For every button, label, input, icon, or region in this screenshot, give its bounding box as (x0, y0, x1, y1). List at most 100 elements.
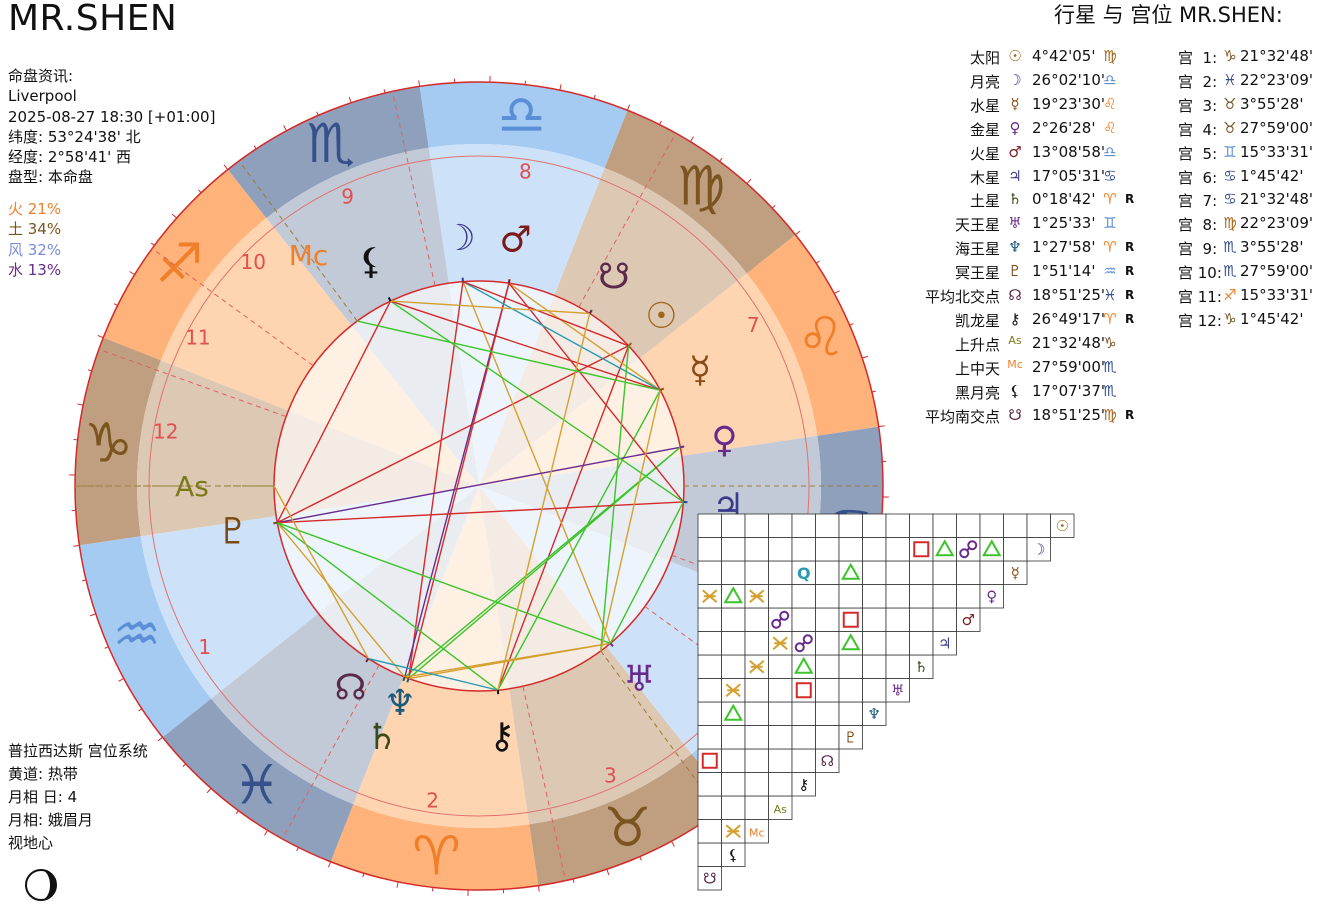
grid-cell (909, 513, 934, 538)
zodiac-sign-icon: ♋ (1223, 190, 1237, 209)
grid-body-glyph-icon: ♄ (915, 658, 928, 676)
grid-cell (791, 678, 816, 703)
planet-position: 27°59'00' (1032, 357, 1106, 376)
grid-cell (885, 560, 910, 585)
degree-tick (606, 869, 610, 876)
house-position: 1°45'42' (1240, 309, 1304, 328)
grid-body-glyph-icon: ♆ (868, 705, 881, 723)
house-row: 宫 3: ♉ 3°55'28' (1178, 95, 1317, 119)
planet-glyph-icon: ♄ (1008, 190, 1022, 209)
degree-tick (327, 861, 332, 868)
house-band-sector (266, 147, 449, 326)
planet-row: 上升点 As 21°32'48' ♑ (900, 334, 1180, 358)
grid-cell (791, 725, 816, 750)
aspect-square-icon (701, 752, 718, 769)
house-band-sector (639, 273, 818, 456)
planet-marker (273, 521, 278, 525)
grid-cell (697, 678, 722, 703)
degree-tick (118, 678, 125, 682)
zodiac-sign-icon: ♊ (1223, 142, 1237, 161)
grid-cell (909, 584, 934, 609)
grid-body-glyph-icon: ☽ (1032, 540, 1045, 558)
grid-cell (721, 725, 746, 750)
planet-row: 上中天 Mc 27°59'00' ♏ (900, 358, 1180, 382)
retrograde-marker: R (1125, 240, 1135, 255)
planet-name: 平均南交点 (924, 407, 1000, 426)
planet-position: 17°05'31' (1032, 166, 1106, 185)
aspect-line (497, 345, 630, 691)
zodiac-sign-icon: ♊ (1103, 214, 1117, 233)
planet-row: 月亮 ☽ 26°02'10' ♎ (900, 71, 1180, 95)
planet-position: 17°07'37' (1032, 381, 1106, 400)
house-band-sector (353, 676, 530, 828)
zodiac-band-sector (227, 86, 429, 219)
info-heading: 命盘资讯: (8, 67, 74, 85)
info-latitude: 纬度: 53°24'38' 北 (8, 127, 141, 146)
degree-tick (572, 878, 575, 883)
grid-cell (862, 537, 887, 562)
house-label: 宫 8: (1178, 216, 1218, 235)
degree-tick (362, 873, 365, 878)
zodiac-sign-icon: ♓ (1223, 70, 1237, 89)
grid-body-glyph-icon: ♀ (986, 587, 997, 605)
grid-cell (932, 584, 957, 609)
element-percent: 水 13% (8, 260, 62, 279)
grid-cell (838, 607, 863, 632)
grid-cell (862, 560, 887, 585)
planet-name: 火星 (969, 144, 1000, 163)
planet-name: 水星 (969, 96, 1000, 115)
aspect-line (276, 522, 499, 691)
zodiac-sign-icon: ♑ (1103, 333, 1117, 352)
aspect-line (276, 522, 406, 678)
planet-glyph-icon: ♅ (1008, 214, 1022, 233)
zodiac-band-sector (604, 110, 796, 274)
degree-tick (537, 885, 540, 892)
degree-tick (157, 736, 163, 742)
degree-tick (719, 157, 723, 162)
grid-cell (697, 654, 722, 679)
zodiac-sign-icon: ♍ (1223, 214, 1237, 233)
grid-cell (744, 560, 769, 585)
retrograde-marker: R (1125, 311, 1135, 326)
grid-cell (744, 772, 769, 797)
planet-glyph-icon: ☉ (1008, 47, 1022, 65)
aspect-line (497, 389, 661, 691)
house-label: 宫 11: (1178, 288, 1222, 306)
house-cusp-line (281, 664, 380, 840)
grid-cell (862, 513, 887, 538)
retrograde-marker: R (1125, 407, 1135, 422)
moon-phase-text: 月相: 娥眉月 (8, 811, 93, 829)
planet-name: 凯龙星 (954, 311, 1000, 330)
zodiac-band-sector (529, 753, 731, 886)
degree-tick (593, 94, 596, 99)
degree-tick (639, 856, 642, 861)
degree-tick (878, 425, 885, 428)
grid-cell (768, 678, 793, 703)
zodiac-band-sector (103, 169, 267, 361)
degree-tick (89, 613, 96, 617)
house-position: 21°32'48' (1240, 47, 1314, 65)
house-position: 27°59'00' (1240, 262, 1314, 281)
grid-cell (885, 654, 910, 679)
retrograde-marker: R (1125, 192, 1135, 207)
core-sector (318, 486, 479, 677)
grid-cell (744, 795, 769, 820)
aquarius-sign-icon: ♒ (113, 602, 161, 665)
core-sector (479, 455, 684, 562)
zodiac-band-sector (79, 536, 212, 738)
house-label: 宫 9: (1178, 240, 1218, 259)
aspect-opposition-icon (966, 547, 970, 551)
aspect-trine-icon (723, 586, 743, 604)
house-cusp-line (98, 348, 287, 418)
zodiac-sign-icon: ♑ (1223, 47, 1237, 65)
planet-name: 上升点 (954, 335, 1000, 354)
planet-position: 19°23'30' (1032, 94, 1106, 113)
aspect-line (368, 657, 499, 691)
degree-tick (171, 213, 177, 219)
house-position: 3°55'28' (1240, 94, 1304, 113)
grid-cell (721, 795, 746, 820)
planet-row: 海王星 ♆ 1°27'58' ♈ R (900, 238, 1180, 262)
element-percent: 土 34% (8, 220, 62, 239)
planet-glyph-icon: ⚸ (358, 242, 384, 283)
grid-cell (815, 513, 840, 538)
